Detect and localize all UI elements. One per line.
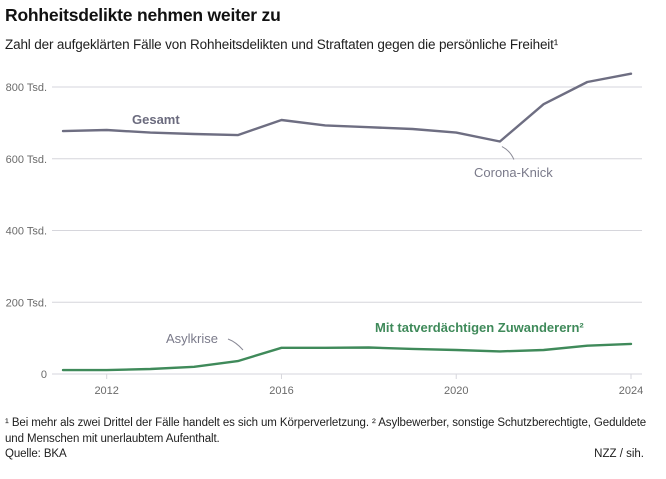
x-tick-label: 2024 xyxy=(619,385,643,397)
chart-title: Rohheitsdelikte nehmen weiter zu xyxy=(5,5,281,25)
y-tick-label: 800 Tsd. xyxy=(6,82,47,94)
annotation-leader-corona xyxy=(501,146,515,160)
y-tick-label: 200 Tsd. xyxy=(6,297,47,309)
x-tick-label: 2016 xyxy=(269,385,293,397)
annotations xyxy=(227,146,515,351)
y-tick-label: 0 xyxy=(41,369,47,381)
source-label: Quelle: BKA xyxy=(5,448,67,460)
chart-subtitle: Zahl der aufgeklärten Fälle von Rohheits… xyxy=(5,37,559,52)
series-label-gesamt: Gesamt xyxy=(132,112,180,127)
series-lines xyxy=(61,72,633,372)
y-tick-label: 600 Tsd. xyxy=(6,154,47,166)
annotation-leader-asylkrise xyxy=(227,338,244,351)
y-axis-ticks: 0 200 Tsd. 400 Tsd. 600 Tsd. 800 Tsd. xyxy=(6,82,47,381)
annotation-corona-knick: Corona-Knick xyxy=(474,165,553,180)
annotation-asylkrise: Asylkrise xyxy=(166,331,218,346)
y-tick-label: 400 Tsd. xyxy=(6,226,47,238)
footnote: ¹ Bei mehr als zwei Drittel der Fälle ha… xyxy=(5,417,647,445)
series-line-gesamt xyxy=(61,72,633,143)
gridlines xyxy=(52,86,642,375)
series-line-zuwanderer xyxy=(61,342,633,372)
series-label-zuwanderer: Mit tatverdächtigen Zuwanderern² xyxy=(375,320,584,335)
x-tick-label: 2020 xyxy=(444,385,468,397)
x-tick-label: 2012 xyxy=(94,385,118,397)
credit-label: NZZ / sih. xyxy=(594,448,644,460)
x-axis-ticks: 2012 2016 2020 2024 xyxy=(94,374,643,397)
